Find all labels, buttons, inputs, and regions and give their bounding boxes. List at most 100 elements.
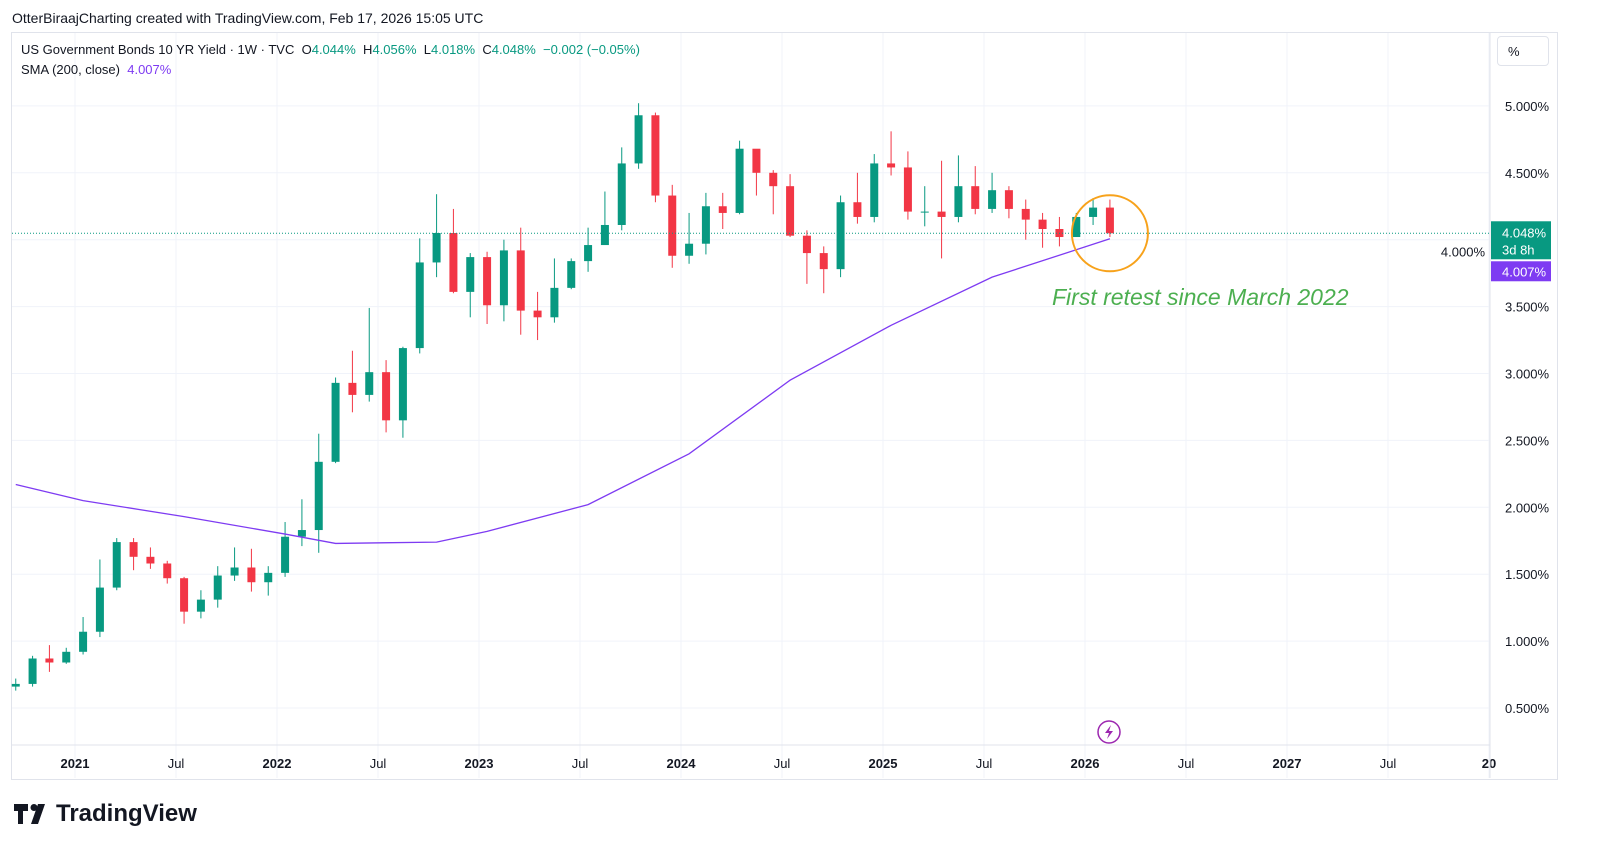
symbol-title[interactable]: US Government Bonds 10 YR Yield · 1W · T… xyxy=(21,42,295,57)
candle-body xyxy=(11,683,20,687)
sma-line: SMA (200, close) 4.007% xyxy=(21,60,640,80)
y-tick-label: 5.000% xyxy=(1505,99,1550,114)
symbol-line: US Government Bonds 10 YR Yield · 1W · T… xyxy=(21,40,640,60)
countdown-label: 3d 8h xyxy=(1502,242,1535,257)
y-tick-label: 0.500% xyxy=(1505,701,1550,716)
candle-body xyxy=(213,575,222,600)
chart-frame xyxy=(11,32,1558,780)
logo-text: TradingView xyxy=(56,800,197,827)
candle-body xyxy=(685,243,694,256)
candle-body xyxy=(180,578,189,612)
candle-body xyxy=(415,262,424,349)
candle-body xyxy=(903,167,912,212)
x-tick-label: 2027 xyxy=(1273,756,1302,771)
candle-body xyxy=(752,148,761,173)
x-tick-label: Jul xyxy=(976,756,993,771)
y-tick-label: 1.500% xyxy=(1505,567,1550,582)
candle-body xyxy=(819,253,828,270)
candle-body xyxy=(786,186,795,236)
candle-body xyxy=(718,206,727,213)
candle-body xyxy=(314,461,323,531)
candle-body xyxy=(567,261,576,288)
candle-body xyxy=(365,372,374,395)
candle-body xyxy=(483,257,492,306)
candle-body xyxy=(853,202,862,217)
x-tick-label: 2022 xyxy=(263,756,292,771)
candle-body xyxy=(28,658,37,684)
candle-body xyxy=(668,195,677,256)
change-value: −0.002 (−0.05%) xyxy=(543,42,640,57)
candle-body xyxy=(129,542,138,557)
y-tick-label: 3.500% xyxy=(1505,300,1550,315)
annotation-circle xyxy=(1070,194,1149,273)
x-tick-label: Jul xyxy=(774,756,791,771)
high-value: 4.056% xyxy=(372,42,417,57)
y-tick-label: 4.500% xyxy=(1505,166,1550,181)
candle-body xyxy=(584,245,593,262)
percent-scale-button[interactable]: % xyxy=(1497,36,1549,66)
candle-body xyxy=(887,163,896,168)
candle-body xyxy=(1038,219,1047,229)
candle-body xyxy=(449,233,458,292)
candle-body xyxy=(1072,216,1081,238)
candle-body xyxy=(112,542,121,588)
candle-body xyxy=(937,211,946,217)
x-tick-label: Jul xyxy=(1380,756,1397,771)
candle-body xyxy=(1004,190,1013,209)
sma-line xyxy=(15,238,1111,545)
close-value: 4.048% xyxy=(491,42,536,57)
y-tick-label: 4.000% xyxy=(1441,245,1486,260)
candle-body xyxy=(95,587,104,632)
x-tick-label: 20 xyxy=(1482,756,1496,771)
x-tick-label: Jul xyxy=(1178,756,1195,771)
high-label: H xyxy=(363,42,373,57)
candle-body xyxy=(264,572,273,583)
candle-body xyxy=(297,530,306,537)
candle-body xyxy=(836,202,845,270)
candle-body xyxy=(247,567,256,583)
last-price-label-bg xyxy=(1491,221,1551,260)
candle-body xyxy=(1021,208,1030,220)
annotation-text: First retest since March 2022 xyxy=(1052,284,1349,310)
candle-body xyxy=(971,186,980,209)
candle-body xyxy=(533,310,542,318)
candle-body xyxy=(870,163,879,217)
last-price-label: 4.048% xyxy=(1502,225,1547,240)
x-tick-label: 2026 xyxy=(1071,756,1100,771)
tradingview-logo: TradingView xyxy=(14,800,197,828)
candle-body xyxy=(769,172,778,187)
candle-body xyxy=(920,211,929,213)
candle-body xyxy=(281,536,290,573)
x-tick-label: 2025 xyxy=(869,756,898,771)
candle-body xyxy=(196,599,205,612)
candle-body xyxy=(432,233,441,263)
low-value: 4.018% xyxy=(431,42,476,57)
candle-body xyxy=(382,372,391,421)
candle-body xyxy=(701,206,710,244)
sma-price-label: 4.007% xyxy=(1502,264,1547,279)
sma-label[interactable]: SMA (200, close) xyxy=(21,62,120,77)
candle-body xyxy=(651,115,660,196)
candle-body xyxy=(550,287,559,318)
open-label: O xyxy=(301,42,312,57)
candle-body xyxy=(499,250,508,306)
tradingview-logo-icon xyxy=(14,804,45,824)
candle-body xyxy=(62,651,71,663)
x-tick-label: Jul xyxy=(370,756,387,771)
sma-price-label-bg xyxy=(1491,261,1551,282)
candle-body xyxy=(146,556,155,564)
y-tick-label: 2.500% xyxy=(1505,433,1550,448)
candle-body xyxy=(45,658,54,663)
candle-body xyxy=(466,257,475,292)
sma-value: 4.007% xyxy=(127,62,172,77)
candle-body xyxy=(230,567,239,576)
candle-body xyxy=(516,250,525,311)
chart-credit: OtterBiraajCharting created with Trading… xyxy=(12,10,484,26)
y-tick-label: 2.000% xyxy=(1505,500,1550,515)
open-value: 4.044% xyxy=(311,42,356,57)
candle-body xyxy=(398,348,407,421)
candle-body xyxy=(617,163,626,225)
y-tick-label: 3.000% xyxy=(1505,367,1550,382)
candle-body xyxy=(988,190,997,209)
